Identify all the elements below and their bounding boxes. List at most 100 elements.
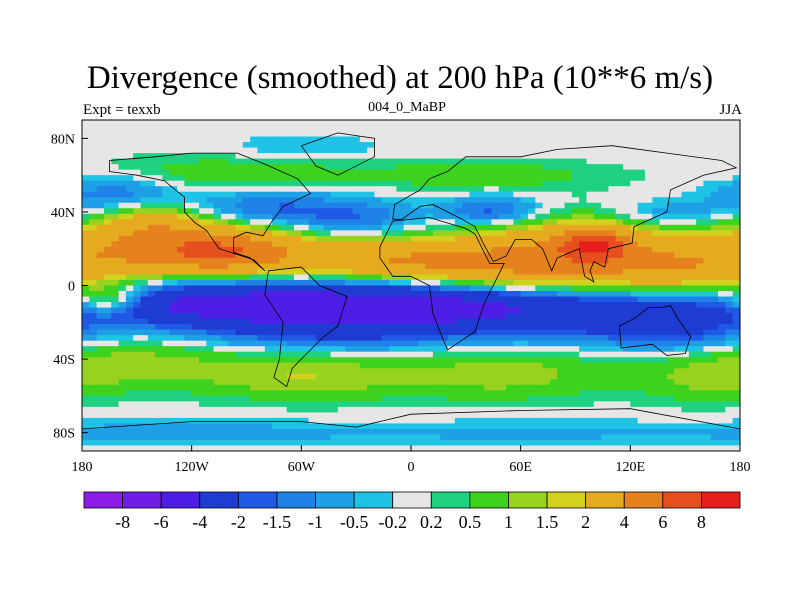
field-cell <box>608 136 617 143</box>
field-cell <box>506 274 514 281</box>
field-cell <box>630 324 639 331</box>
field-cell <box>133 257 142 265</box>
field-cell <box>666 191 675 198</box>
field-cell <box>147 164 156 171</box>
field-cell <box>454 241 463 248</box>
field-cell <box>396 329 405 336</box>
field-cell <box>637 197 646 204</box>
field-cell <box>637 202 646 209</box>
field-cell <box>425 230 434 237</box>
field-cell <box>703 213 712 220</box>
field-cell <box>257 147 266 154</box>
field-cell <box>615 357 624 364</box>
field-cell <box>323 291 332 298</box>
field-cell <box>103 252 112 259</box>
field-cell <box>294 417 302 425</box>
field-cell <box>125 395 134 402</box>
field-cell <box>593 125 602 132</box>
field-cell <box>652 257 661 265</box>
field-cell <box>725 291 734 298</box>
field-cell <box>498 313 507 320</box>
field-cell <box>396 346 405 353</box>
field-cell <box>337 329 346 336</box>
field-cell <box>571 147 580 154</box>
field-cell <box>337 296 346 303</box>
field-cell <box>542 180 551 187</box>
field-cell <box>345 191 354 198</box>
field-cell <box>732 224 740 231</box>
field-cell <box>652 224 661 231</box>
field-cell <box>513 379 522 386</box>
field-cell <box>623 329 631 336</box>
field-cell <box>206 279 215 287</box>
field-cell <box>586 131 595 138</box>
field-cell <box>681 147 690 154</box>
field-cell <box>206 335 215 342</box>
field-cell <box>367 180 376 187</box>
field-cell <box>198 373 207 380</box>
field-cell <box>264 219 273 226</box>
field-cell <box>264 230 273 237</box>
field-cell <box>220 423 229 430</box>
field-cell <box>425 125 434 132</box>
field-cell <box>301 379 310 386</box>
field-cell <box>696 252 705 259</box>
field-cell <box>681 318 690 325</box>
field-cell <box>133 329 142 336</box>
field-cell <box>89 208 98 215</box>
field-cell <box>184 219 193 226</box>
field-cell <box>111 202 120 209</box>
field-cell <box>411 230 419 237</box>
field-cell <box>586 175 595 182</box>
field-cell <box>586 208 595 215</box>
field-cell <box>506 379 514 386</box>
field-cell <box>308 208 317 215</box>
field-cell <box>527 291 536 298</box>
field-cell <box>330 384 339 391</box>
field-cell <box>279 219 288 226</box>
field-cell <box>279 362 288 369</box>
field-cell <box>250 213 259 220</box>
field-cell <box>374 257 383 265</box>
field-cell <box>637 263 646 270</box>
field-cell <box>447 153 456 160</box>
field-cell <box>308 395 317 402</box>
field-cell <box>140 291 149 298</box>
field-cell <box>498 307 507 314</box>
field-cell <box>454 279 463 287</box>
field-cell <box>96 313 105 320</box>
field-cell <box>440 263 449 270</box>
field-cell <box>681 219 690 226</box>
field-cell <box>82 257 90 265</box>
field-cell <box>527 169 536 176</box>
field-cell <box>257 351 266 358</box>
field-cell <box>462 208 471 215</box>
field-cell <box>535 219 544 226</box>
field-cell <box>447 362 456 369</box>
field-cell <box>89 346 98 353</box>
field-cell <box>440 279 449 287</box>
field-cell <box>696 291 705 298</box>
field-cell <box>177 246 185 253</box>
field-cell <box>257 274 266 281</box>
field-cell <box>491 362 500 369</box>
field-cell <box>367 412 376 419</box>
field-cell <box>330 230 339 237</box>
field-cell <box>732 219 740 226</box>
field-cell <box>396 285 405 292</box>
field-cell <box>162 291 171 298</box>
field-cell <box>484 241 493 248</box>
field-cell <box>484 395 493 402</box>
field-cell <box>235 213 244 220</box>
field-cell <box>732 169 740 176</box>
field-cell <box>725 285 734 292</box>
field-cell <box>264 351 273 358</box>
field-cell <box>579 324 588 331</box>
field-cell <box>352 263 361 270</box>
field-cell <box>732 318 740 325</box>
field-cell <box>272 213 280 220</box>
field-cell <box>235 164 244 171</box>
field-cell <box>323 401 332 408</box>
field-cell <box>155 351 164 358</box>
field-cell <box>513 186 522 193</box>
